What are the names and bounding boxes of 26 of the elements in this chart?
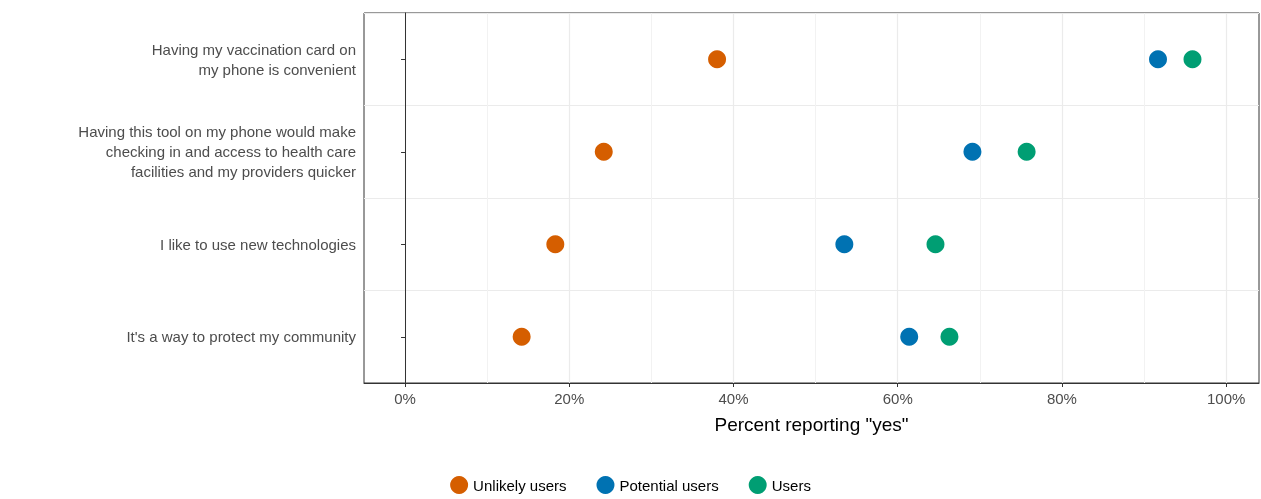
point bbox=[1183, 50, 1202, 69]
x-tick-label: 40% bbox=[718, 390, 749, 407]
point bbox=[835, 235, 854, 254]
point bbox=[594, 142, 613, 161]
y-tick-label: Having my vaccination card on my phone is convenient bbox=[151, 40, 357, 78]
point bbox=[1149, 50, 1167, 69]
point bbox=[708, 50, 727, 69]
x-axis-title: Percent reporting "yes" bbox=[714, 414, 909, 435]
x-tick-label: 20% bbox=[554, 390, 585, 407]
point bbox=[963, 142, 982, 161]
point bbox=[926, 235, 945, 254]
point bbox=[512, 327, 531, 346]
x-tick-label: 0% bbox=[394, 390, 416, 407]
y-tick-label: I like to use new technologies bbox=[160, 235, 356, 253]
x-tick-label: 100% bbox=[1206, 390, 1246, 407]
x-tick-label: 60% bbox=[882, 390, 913, 407]
point bbox=[1017, 142, 1036, 161]
y-tick-label: Having this tool on my phone would make checking in and access to health care facilities and my providers quicker bbox=[78, 123, 356, 181]
legend-label: Unlikely users bbox=[473, 476, 567, 494]
y-tick-label: It's a way to protect my community bbox=[126, 328, 357, 346]
point bbox=[900, 327, 919, 346]
legend-label: Users bbox=[771, 476, 811, 494]
legend-label: Potential users bbox=[619, 476, 719, 494]
x-tick-label: 80% bbox=[1046, 390, 1077, 407]
point bbox=[546, 235, 565, 254]
point bbox=[940, 327, 959, 346]
